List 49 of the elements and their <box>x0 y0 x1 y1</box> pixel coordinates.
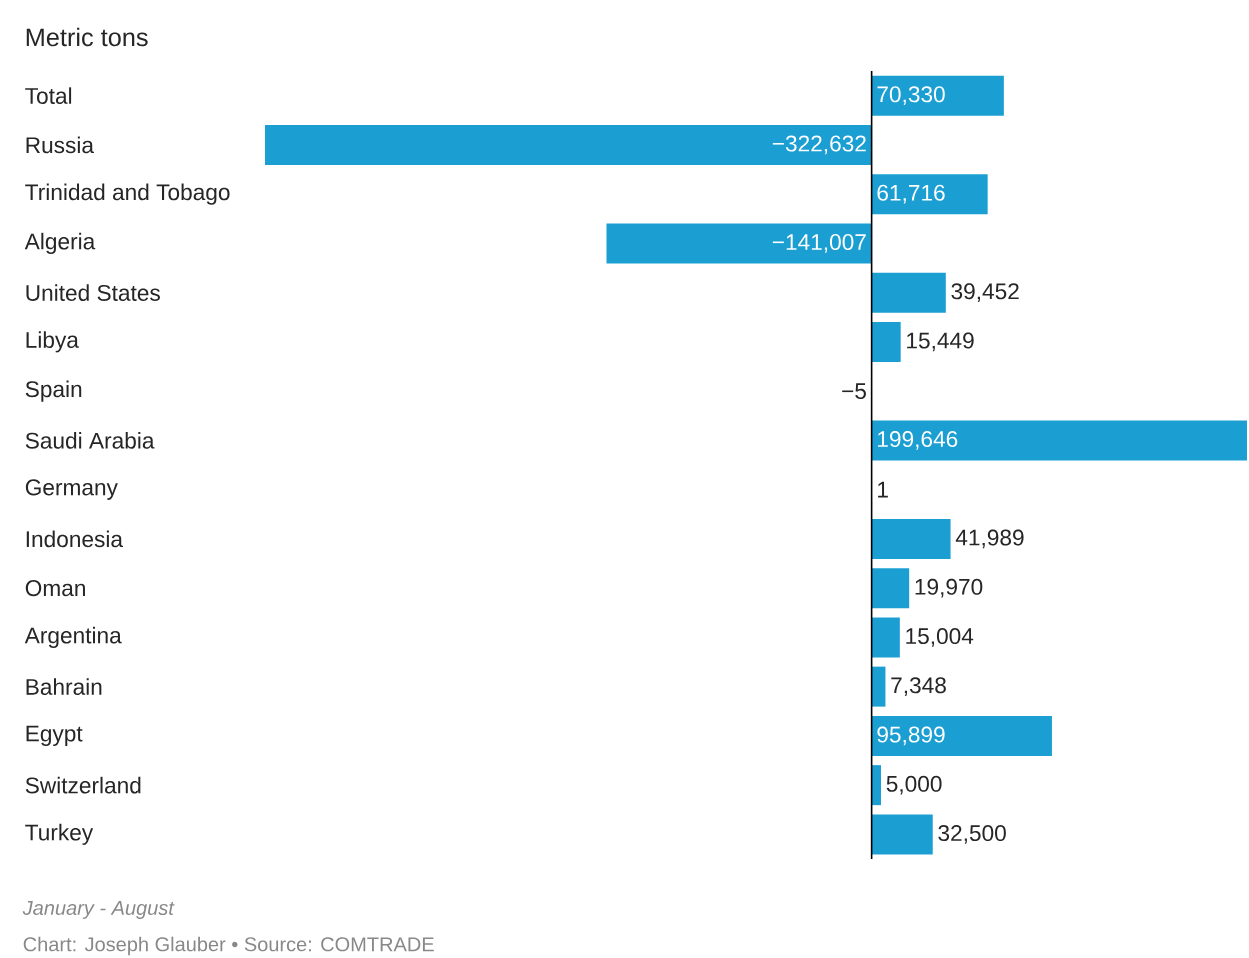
bar <box>606 223 872 264</box>
y-tick-label: Saudi Arabia <box>25 432 155 449</box>
y-tick-label: Oman <box>25 580 85 597</box>
bar <box>871 321 901 362</box>
y-tick-label: Indonesia <box>26 530 123 548</box>
data-label: 70,330 <box>877 86 945 105</box>
data-label: 15,449 <box>907 332 974 352</box>
data-label: 5,000 <box>886 775 942 795</box>
bar <box>871 617 900 658</box>
text: Chart: Joseph Glauber • Source: COMTRADE <box>23 936 434 956</box>
data-label: 199,646 <box>878 431 958 450</box>
y-tick-label: Egypt <box>26 725 83 747</box>
bar <box>871 75 1004 116</box>
y-tick-label: Bahrain <box>26 678 102 695</box>
chart-title: Metric tons <box>26 27 148 47</box>
data-label: −141,007 <box>772 234 866 253</box>
data-label: 39,452 <box>951 283 1019 302</box>
data-label: −5 <box>842 383 866 400</box>
data-label: 32,500 <box>938 825 1006 844</box>
data-label: 7,348 <box>891 677 946 696</box>
y-tick-label: United States <box>26 284 160 301</box>
bar <box>871 568 910 609</box>
text: January - August <box>22 901 175 919</box>
bar <box>871 420 1248 461</box>
y-tick-label: Switzerland <box>25 776 141 794</box>
data-label: −322,632 <box>772 135 866 155</box>
y-tick-label: Turkey <box>25 823 94 845</box>
bar <box>871 715 1052 756</box>
data-label: 41,989 <box>955 529 1024 549</box>
bar <box>871 272 946 313</box>
y-tick-label: Germany <box>25 479 118 500</box>
data-label: 95,899 <box>877 726 945 746</box>
data-label: 19,970 <box>915 578 983 598</box>
data-label: 61,716 <box>877 184 945 204</box>
bar <box>871 765 882 806</box>
y-tick-label: Total <box>25 87 72 104</box>
bar <box>871 174 988 215</box>
y-tick-label: Argentina <box>24 626 122 648</box>
y-tick-label: Trinidad and Tobago <box>25 183 230 205</box>
y-tick-label: Russia <box>26 136 94 154</box>
bar <box>871 518 951 559</box>
y-tick-label: Libya <box>26 331 79 353</box>
data-label: 1 <box>878 481 888 498</box>
y-tick-label: Spain <box>25 380 82 402</box>
y-tick-label: Algeria <box>24 232 96 254</box>
data-label: 15,004 <box>906 628 974 647</box>
bar <box>265 124 872 165</box>
bar <box>871 814 933 855</box>
bar <box>871 666 886 707</box>
